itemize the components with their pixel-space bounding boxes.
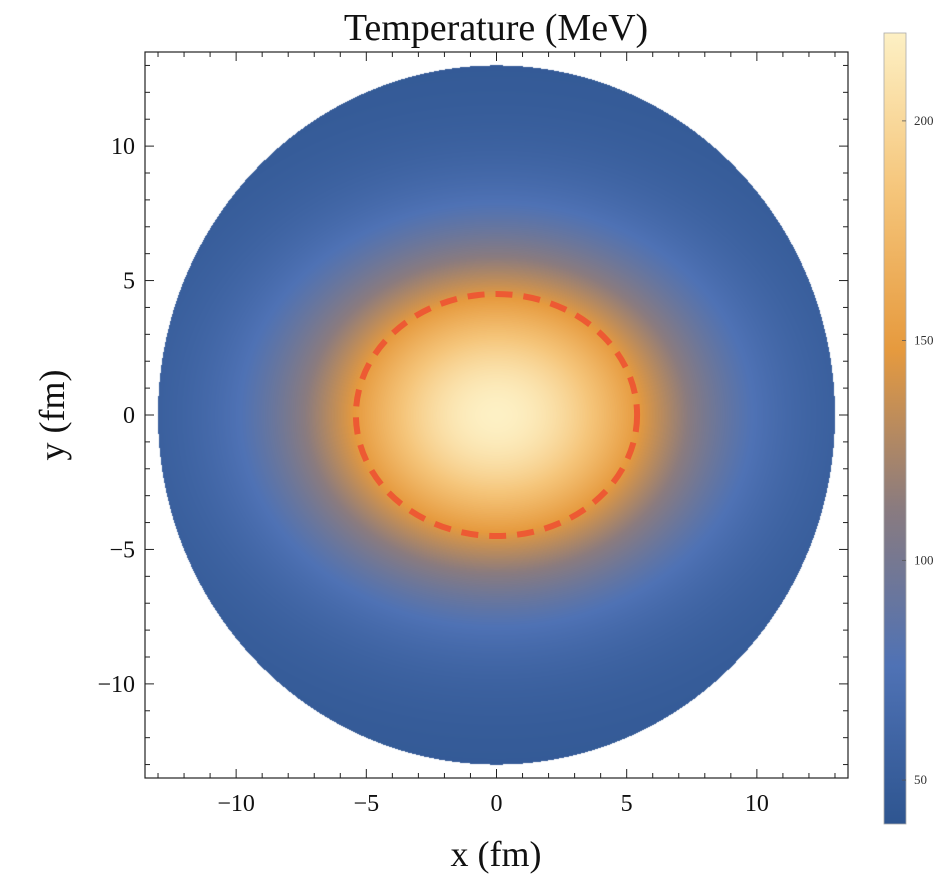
x-tick-label: −10 <box>217 791 255 817</box>
y-tick-label: 0 <box>123 403 135 429</box>
chart-title: Temperature (MeV) <box>344 7 648 49</box>
colorbar-tick-label: 200 <box>914 113 934 128</box>
x-tick-label: 5 <box>621 791 633 817</box>
colorbar-ticks: 50 100 150 200 <box>902 113 934 787</box>
x-tick-label: 0 <box>491 791 503 817</box>
colorbar-tick-label: 50 <box>914 772 927 787</box>
y-tick-labels: 10 5 0 −5 −10 <box>97 134 135 698</box>
colorbar-tick-label: 150 <box>914 333 934 348</box>
colorbar-tick-label: 100 <box>914 552 934 567</box>
temperature-heatmap <box>145 52 848 778</box>
x-axis-label: x (fm) <box>451 834 542 874</box>
axis-ticks <box>145 52 848 778</box>
x-tick-labels: −10 −5 0 5 10 <box>217 791 769 817</box>
colorbar <box>883 32 907 825</box>
y-tick-label: 5 <box>123 269 135 295</box>
y-tick-label: −5 <box>109 537 135 563</box>
contour-ellipse <box>352 291 641 539</box>
y-tick-label: −10 <box>97 672 135 698</box>
y-tick-label: 10 <box>111 134 135 160</box>
y-axis-label: y (fm) <box>32 370 72 461</box>
x-tick-label: 10 <box>745 791 769 817</box>
x-tick-label: −5 <box>354 791 380 817</box>
